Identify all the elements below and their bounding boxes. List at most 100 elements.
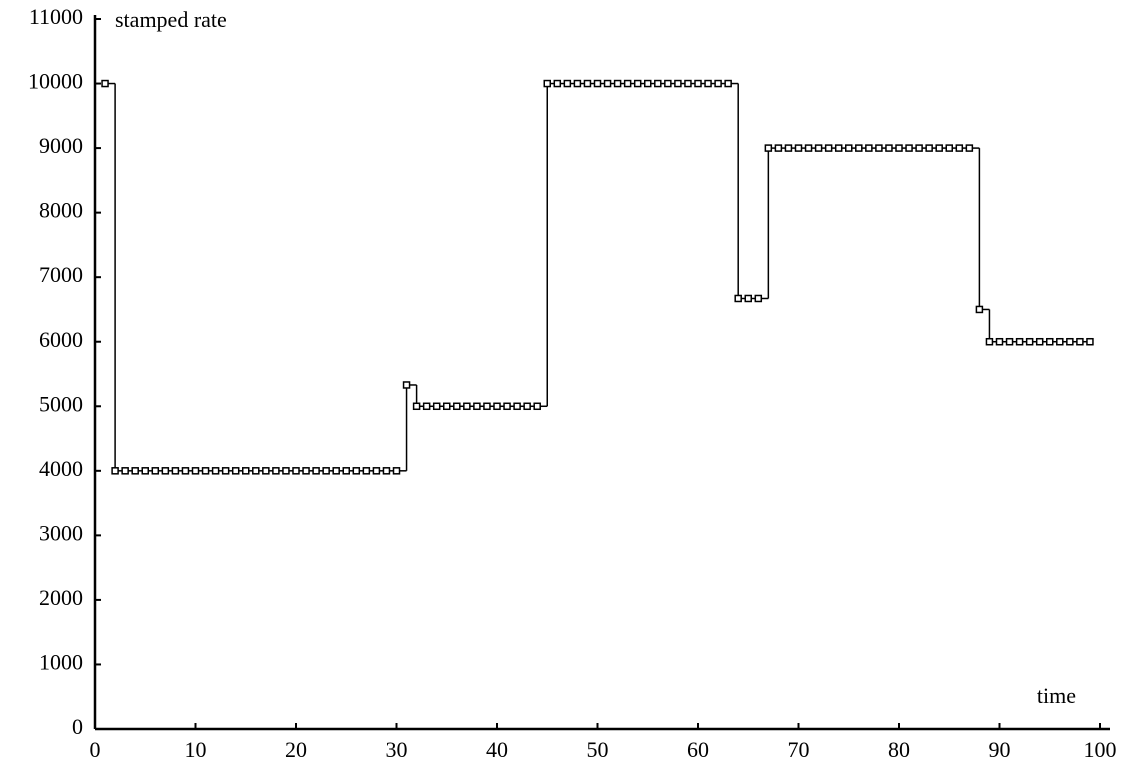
point-marker xyxy=(674,79,682,88)
point-marker xyxy=(171,467,180,475)
point-marker xyxy=(895,144,903,152)
point-marker xyxy=(814,144,823,152)
point-marker xyxy=(714,79,722,88)
point-marker xyxy=(734,294,742,303)
point-marker xyxy=(342,467,350,475)
point-marker xyxy=(694,79,702,88)
point-marker xyxy=(101,79,109,88)
point-marker xyxy=(533,402,541,411)
x-tick-label: 90 xyxy=(989,737,1011,762)
point-marker xyxy=(1066,337,1074,346)
point-marker xyxy=(845,144,853,152)
x-tick-label: 60 xyxy=(687,737,709,762)
x-axis-title: time xyxy=(1037,683,1076,708)
y-axis-title: stamped rate xyxy=(115,7,227,32)
point-marker xyxy=(563,79,572,88)
point-marker xyxy=(252,467,260,475)
x-tick-label: 70 xyxy=(788,737,810,762)
point-marker xyxy=(875,144,883,152)
point-marker xyxy=(272,467,280,475)
point-marker xyxy=(282,467,290,475)
point-marker xyxy=(623,79,632,88)
point-marker xyxy=(262,467,270,475)
y-tick-label: 2000 xyxy=(39,585,83,610)
y-tick-label: 3000 xyxy=(39,520,83,545)
point-marker xyxy=(151,467,160,475)
x-tick-label: 0 xyxy=(90,737,101,762)
y-tick-label: 1000 xyxy=(39,650,83,675)
point-marker xyxy=(312,467,320,475)
point-marker xyxy=(352,467,361,475)
point-marker xyxy=(724,79,732,88)
point-marker xyxy=(1046,337,1054,346)
y-tick-label: 7000 xyxy=(39,262,83,287)
point-marker xyxy=(1035,337,1044,346)
point-marker xyxy=(503,402,511,411)
point-marker xyxy=(141,467,149,475)
point-marker xyxy=(774,144,783,152)
point-marker xyxy=(784,144,793,152)
x-tick-label: 30 xyxy=(386,737,408,762)
point-marker xyxy=(362,467,371,475)
point-marker xyxy=(483,402,491,411)
point-marker xyxy=(945,144,953,152)
point-marker xyxy=(804,144,813,152)
x-tick-label: 100 xyxy=(1084,737,1117,762)
point-marker xyxy=(915,144,923,152)
point-marker xyxy=(332,467,340,475)
point-marker xyxy=(583,79,592,88)
point-marker xyxy=(382,467,391,475)
point-marker xyxy=(985,337,994,346)
point-marker xyxy=(684,79,692,88)
point-marker xyxy=(613,79,622,88)
point-marker xyxy=(654,79,662,88)
point-marker xyxy=(794,144,803,152)
y-tick-label: 4000 xyxy=(39,456,83,481)
x-tick-label: 80 xyxy=(888,737,910,762)
point-marker xyxy=(292,467,300,475)
point-marker xyxy=(161,467,170,475)
point-marker xyxy=(955,144,964,152)
point-marker xyxy=(412,402,421,411)
point-marker xyxy=(925,144,933,152)
x-tick-label: 20 xyxy=(285,737,307,762)
point-marker xyxy=(744,294,752,303)
y-tick-label: 9000 xyxy=(39,133,83,158)
point-marker xyxy=(302,467,310,475)
point-marker xyxy=(593,79,602,88)
point-marker xyxy=(1076,337,1084,346)
x-tick-label: 50 xyxy=(587,737,609,762)
point-marker xyxy=(322,467,330,475)
point-marker xyxy=(865,144,873,152)
point-marker xyxy=(513,402,521,411)
point-marker xyxy=(573,79,582,88)
point-marker xyxy=(975,305,984,314)
point-marker xyxy=(443,402,451,411)
point-marker xyxy=(372,467,381,475)
y-tick-label: 11000 xyxy=(29,4,83,29)
point-marker xyxy=(201,467,210,475)
y-tick-label: 5000 xyxy=(39,391,83,416)
point-marker xyxy=(1005,337,1014,346)
point-marker xyxy=(463,402,471,411)
point-marker xyxy=(211,467,220,475)
point-marker xyxy=(633,79,642,88)
y-tick-label: 10000 xyxy=(28,69,83,94)
point-marker xyxy=(644,79,652,88)
point-marker xyxy=(664,79,672,88)
point-marker xyxy=(473,402,481,411)
point-marker xyxy=(523,402,531,411)
point-marker xyxy=(1086,337,1094,346)
point-marker xyxy=(935,144,943,152)
point-marker xyxy=(453,402,461,411)
point-marker xyxy=(422,402,431,411)
y-tick-label: 0 xyxy=(72,714,83,739)
point-marker xyxy=(191,467,200,475)
point-marker xyxy=(764,144,773,152)
point-marker xyxy=(493,402,501,411)
x-tick-label: 40 xyxy=(486,737,508,762)
point-marker xyxy=(1015,337,1024,346)
point-marker xyxy=(121,467,129,475)
